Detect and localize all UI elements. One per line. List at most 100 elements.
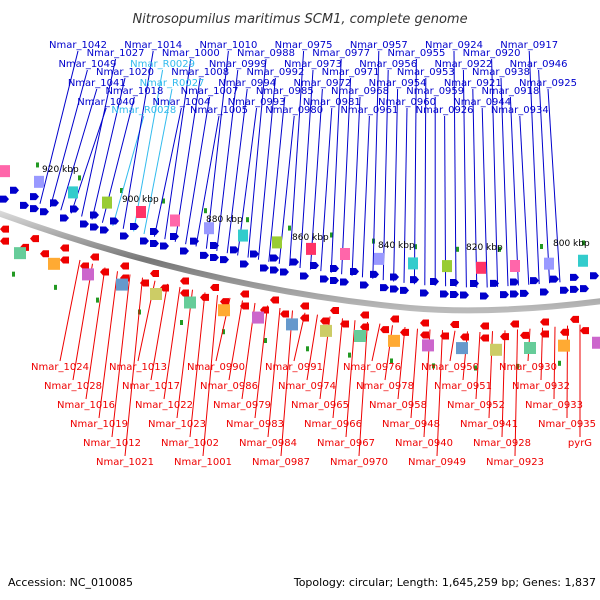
top-gene-label: Nmar_0921: [444, 78, 502, 89]
reverse-gene-arrow: [540, 318, 549, 326]
feature-block: [306, 242, 316, 255]
bottom-gene-label: Nmar_0978: [356, 381, 414, 392]
gc-tick: [414, 244, 417, 250]
bottom-gene-label: Nmar_1022: [135, 400, 193, 411]
bottom-gene-label: Nmar_1024: [31, 362, 89, 373]
top-gene-label: Nmar_0917: [500, 40, 558, 51]
feature-block: [592, 336, 600, 349]
forward-gene-arrow: [210, 242, 219, 249]
forward-gene-arrow: [410, 276, 419, 284]
forward-gene-arrow: [100, 226, 109, 234]
reverse-gene-arrow: [540, 330, 549, 338]
bottom-gene-label: Nmar_1012: [83, 438, 141, 449]
leader-line: [164, 58, 192, 240]
forward-gene-arrow: [270, 266, 279, 274]
leader-line: [163, 286, 181, 400]
top-gene-label: Nmar_0972: [293, 78, 351, 89]
bottom-gene-label: Nmar_0976: [343, 362, 401, 373]
top-gene-label: Nmar_R0027: [140, 78, 205, 89]
leader-line: [98, 271, 118, 419]
top-gene-label: Nmar_0999: [209, 59, 267, 70]
bottom-gene-label: Nmar_0950: [421, 362, 479, 373]
bottom-gene-label: Nmar_0979: [213, 400, 271, 411]
leader-line: [176, 289, 193, 419]
leader-line: [371, 323, 381, 362]
reverse-gene-arrow: [120, 262, 129, 270]
forward-gene-arrow: [140, 237, 149, 245]
reverse-gene-arrow: [560, 328, 569, 336]
leader-line: [403, 107, 408, 283]
forward-gene-arrow: [360, 281, 369, 289]
map-title: Nitrosopumilus maritimus SCM1, complete …: [132, 12, 467, 27]
bottom-gene-label: Nmar_1017: [122, 381, 180, 392]
reverse-gene-arrow: [460, 333, 469, 341]
feature-track: [0, 165, 600, 356]
leader-line: [501, 330, 506, 438]
reverse-gene-arrow: [200, 293, 209, 301]
forward-gene-arrow: [580, 285, 589, 293]
leader-line: [519, 115, 530, 285]
forward-gene-arrow: [330, 277, 339, 284]
bottom-gene-label: Nmar_0967: [317, 438, 375, 449]
leader-line: [384, 325, 393, 381]
gc-tick: [12, 271, 15, 277]
forward-gene-arrow: [290, 258, 299, 266]
label-leader-lines: [39, 50, 581, 457]
forward-gene-arrow: [280, 268, 289, 276]
feature-block: [490, 343, 502, 356]
leader-line: [228, 300, 243, 381]
forward-gene-arrow: [500, 291, 509, 299]
gc-tick: [288, 225, 291, 231]
leader-line: [453, 50, 457, 287]
reverse-gene-arrow: [220, 298, 229, 306]
leader-line: [361, 115, 370, 278]
top-gene-label: Nmar_0975: [275, 40, 333, 51]
top-gene-label: Nmar_0961: [340, 105, 398, 116]
leader-line: [475, 331, 481, 400]
gc-tick: [348, 352, 351, 358]
leader-line: [538, 69, 551, 284]
leader-line: [481, 107, 488, 288]
forward-gene-arrow: [380, 284, 389, 292]
forward-gene-arrow: [230, 246, 239, 254]
forward-gene-arrow: [510, 278, 519, 286]
reverse-gene-arrow: [360, 323, 369, 331]
leader-line: [358, 321, 368, 457]
top-gene-label: Nmar_0918: [481, 86, 539, 97]
forward-gene-arrow: [450, 279, 459, 286]
forward-gene-arrow: [0, 195, 9, 203]
bottom-gene-label: Nmar_1021: [96, 457, 154, 468]
bottom-gene-label: Nmar_1028: [44, 381, 102, 392]
gc-tick: [582, 240, 585, 246]
forward-gene-arrow: [90, 211, 99, 219]
top-gene-label: Nmar_1049: [58, 59, 116, 70]
leader-line: [309, 88, 323, 270]
reverse-gene-arrow: [400, 328, 409, 336]
forward-gene-arrow: [370, 270, 379, 278]
kbp-label: 900 kbp: [122, 195, 159, 205]
top-gene-label: Nmar_0956: [359, 59, 417, 70]
leader-line: [39, 50, 79, 204]
forward-gene-arrow: [270, 254, 279, 262]
forward-gene-arrow: [590, 272, 599, 280]
top-gene-label: Nmar_0977: [312, 48, 370, 59]
leader-line: [185, 96, 211, 245]
bottom-gene-label: Nmar_0932: [512, 381, 570, 392]
feature-block: [524, 342, 536, 354]
top-gene-label: Nmar_0993: [228, 97, 286, 108]
leader-line: [280, 310, 293, 457]
feature-block: [0, 165, 10, 178]
forward-gene-arrow: [460, 291, 469, 299]
bottom-gene-label: pyrG: [568, 438, 592, 449]
top-gene-label: Nmar_1008: [171, 67, 229, 78]
forward-gene-arrow: [470, 280, 479, 287]
top-gene-label: Nmar_1014: [124, 40, 182, 51]
top-gene-label: Nmar_0953: [397, 67, 455, 78]
reverse-gene-arrow: [480, 334, 489, 342]
reverse-gene-arrow: [420, 331, 429, 339]
leader-line: [72, 263, 93, 381]
forward-gene-arrow: [440, 290, 449, 298]
leader-line: [153, 107, 182, 237]
forward-gene-arrow: [70, 205, 79, 213]
reverse-gene-arrow: [320, 317, 329, 325]
